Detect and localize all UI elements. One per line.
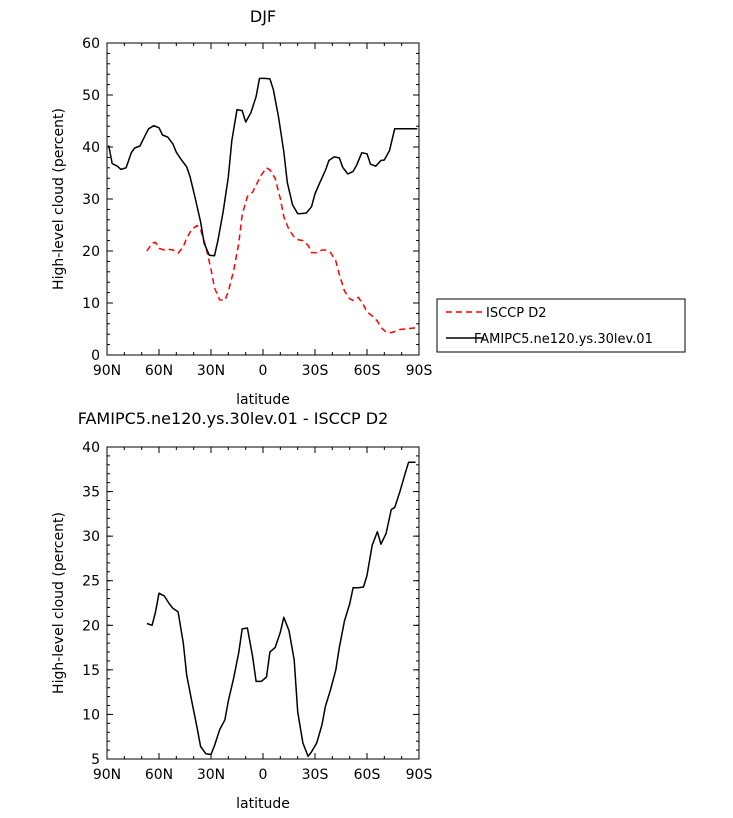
y-tick-label: 40 xyxy=(82,440,100,456)
y-tick-label: 10 xyxy=(82,707,100,723)
y-tick-label: 50 xyxy=(82,88,100,104)
top-ticks: 90N 60N 30N 0 30S 60S 90S 0 10 20 30 40 50 60 xyxy=(82,36,432,379)
top-series xyxy=(107,77,420,334)
x-tick-label: 30S xyxy=(302,767,329,783)
x-tick-label: 90S xyxy=(406,363,433,379)
x-tick-label: 60N xyxy=(145,363,173,379)
y-tick-label: 35 xyxy=(82,485,100,501)
y-tick-label: 40 xyxy=(82,140,100,156)
x-tick-label: 60S xyxy=(354,363,381,379)
series-line-1 xyxy=(146,167,420,334)
x-tick-label: 0 xyxy=(259,767,268,783)
x-tick-label: 30N xyxy=(197,363,225,379)
x-tick-label: 90S xyxy=(406,767,433,783)
x-tick-label: 90N xyxy=(93,363,121,379)
y-tick-label: 30 xyxy=(82,529,100,545)
bottom-x-axis-label: latitude xyxy=(236,796,290,812)
x-tick-label: 30N xyxy=(197,767,225,783)
series-line-2 xyxy=(107,77,418,257)
series-line-1 xyxy=(146,461,416,758)
bottom-y-axis-label: High-level cloud (percent) xyxy=(51,512,67,694)
bottom-panel: FAMIPC5.ne120.ys.30lev.01 - ISCCP D2 90N… xyxy=(51,409,432,812)
y-tick-label: 25 xyxy=(82,574,100,590)
x-tick-label: 0 xyxy=(259,363,268,379)
x-tick-label: 60S xyxy=(354,767,381,783)
legend: ISCCP D2 FAMIPC5.ne120.ys.30lev.01 xyxy=(436,298,686,353)
y-tick-label: 30 xyxy=(82,192,100,208)
y-tick-label: 20 xyxy=(82,244,100,260)
top-x-axis-label: latitude xyxy=(236,392,290,408)
top-y-axis-label: High-level cloud (percent) xyxy=(51,108,67,290)
y-tick-label: 20 xyxy=(82,618,100,634)
bottom-ticks: 90N 60N 30N 0 30S 60S 90S 5 10 15 20 25 30 35 40 xyxy=(82,440,432,783)
x-tick-label: 60N xyxy=(145,767,173,783)
legend-label-isccp: ISCCP D2 xyxy=(486,306,547,321)
y-tick-label: 5 xyxy=(91,752,100,768)
top-panel: DJF 90N 60N 30N 0 30S 60S 90S 0 10 20 30 40 50 60 lat… xyxy=(51,7,432,408)
y-tick-label: 15 xyxy=(82,663,100,679)
legend-box xyxy=(436,298,686,353)
legend-label-famipc5: FAMIPC5.ne120.ys.30lev.01 xyxy=(474,332,653,347)
bottom-series xyxy=(146,461,416,758)
y-tick-label: 0 xyxy=(91,348,100,364)
top-plot-frame xyxy=(106,42,420,356)
bottom-chart-title: FAMIPC5.ne120.ys.30lev.01 - ISCCP D2 xyxy=(78,409,389,428)
bottom-plot-frame xyxy=(106,446,420,760)
y-tick-label: 10 xyxy=(82,296,100,312)
x-tick-label: 90N xyxy=(93,767,121,783)
y-tick-label: 60 xyxy=(82,36,100,52)
top-chart-title: DJF xyxy=(250,7,276,26)
x-tick-label: 30S xyxy=(302,363,329,379)
